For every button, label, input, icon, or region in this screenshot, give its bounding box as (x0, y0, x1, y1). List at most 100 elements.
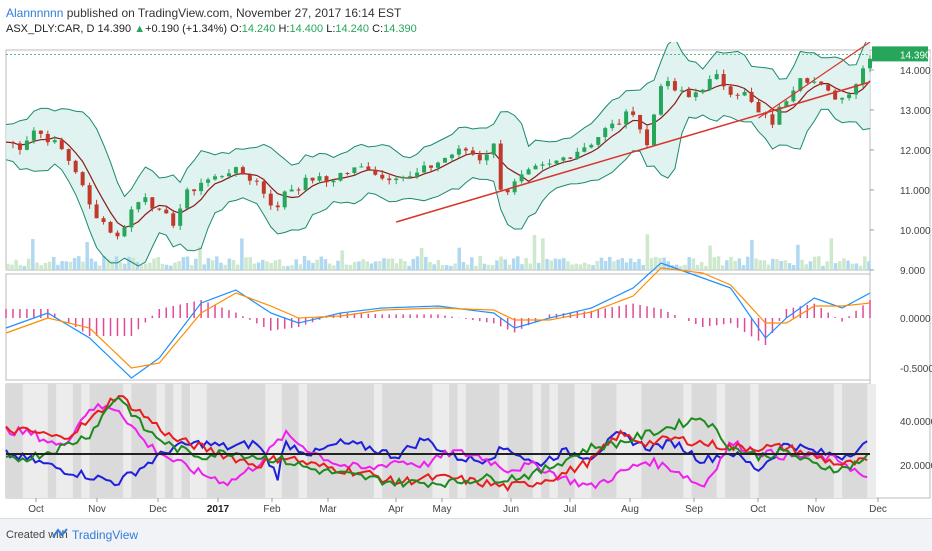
dmi-shading-bar (800, 384, 810, 498)
volume-bar (825, 261, 829, 270)
candle-body (645, 129, 650, 146)
candle-body (38, 130, 43, 134)
dmi-shading-bar (641, 384, 651, 498)
candle-body (575, 151, 580, 159)
volume-bar (750, 239, 754, 270)
dmi-shading-bar (867, 384, 877, 498)
up-arrow-icon: ▲ (134, 23, 146, 35)
volume-bar (294, 259, 298, 270)
volume-bar (315, 259, 319, 270)
candle-body (247, 174, 252, 181)
volume-bar (56, 264, 60, 270)
volume-bar (390, 258, 395, 270)
volume-bar (641, 265, 645, 270)
volume-bar (541, 238, 545, 270)
volume-bar (808, 261, 813, 270)
candle-body (73, 160, 78, 173)
candle-body (192, 189, 197, 192)
volume-bar (340, 250, 344, 270)
volume-bar (704, 265, 708, 270)
candle-body (213, 176, 218, 180)
candle-body (108, 222, 113, 233)
candle-body (826, 84, 831, 91)
candle-body (491, 143, 496, 155)
candle-body (171, 213, 176, 226)
time-tick-label: 2017 (207, 504, 230, 515)
tradingview-brand[interactable]: TradingView (72, 528, 139, 542)
time-tick-label: Jul (564, 504, 577, 515)
volume-bar (683, 264, 687, 270)
candle-body (233, 167, 238, 174)
dmi-shading-bar (256, 384, 266, 498)
volume-bar (628, 258, 633, 270)
volume-bar (478, 256, 482, 270)
volume-bar (202, 264, 206, 270)
volume-bar (503, 259, 507, 270)
symbol-label[interactable]: ASX_DLY:CAR, D (6, 23, 95, 35)
dmi-shading-bar (758, 384, 768, 498)
dmi-shading-bar (22, 384, 32, 498)
dmi-shading-bar (97, 384, 107, 498)
volume-bar (252, 263, 257, 270)
candle-body (331, 180, 336, 183)
volume-bar (633, 262, 637, 270)
candle-body (366, 166, 371, 170)
dmi-shading-bar (524, 384, 534, 498)
candle-body (547, 163, 552, 165)
volume-bar (169, 265, 173, 270)
dmi-shading-bar (148, 384, 158, 498)
ohlc-legend: ASX_DLY:CAR, D 14.390 ▲+0.190 (+1.34%) O… (6, 23, 417, 35)
price-change: +0.190 (+1.34%) (145, 23, 228, 35)
volume-bar (143, 263, 148, 270)
candle-body (784, 101, 789, 107)
candle-body (854, 84, 859, 95)
volume-bar (127, 256, 131, 270)
last-price: 14.390 (97, 23, 132, 35)
volume-bar (528, 263, 533, 270)
volume-bar (403, 261, 407, 270)
volume-bar (6, 263, 10, 270)
volume-bar (846, 260, 850, 270)
volume-bar (608, 256, 612, 270)
dmi-shading-bar (6, 384, 15, 498)
volume-bar (361, 259, 365, 270)
candle-body (554, 160, 559, 164)
volume-bar (687, 256, 691, 270)
volume-bar (31, 239, 35, 270)
candle-body (735, 94, 740, 96)
candle-body (749, 91, 754, 103)
volume-bar (453, 263, 457, 270)
volume-bar (35, 262, 39, 270)
dmi-shading-bar (123, 384, 132, 498)
high-label: H: (278, 23, 290, 35)
volume-bar (804, 264, 809, 270)
author-link[interactable]: Alannnnnn (6, 6, 64, 20)
dmi-shading-bar (457, 384, 467, 498)
volume-bar (206, 258, 211, 270)
publish-line: Alannnnnn published on TradingView.com, … (6, 6, 401, 20)
dmi-shading-bar (499, 384, 509, 498)
dmi-shading-bar (390, 384, 400, 498)
volume-bar (499, 256, 503, 270)
chart-header: Alannnnnn published on TradingView.com, … (0, 0, 932, 40)
dmi-shading-bar (741, 384, 751, 498)
volume-bar (863, 256, 867, 270)
volume-bar (307, 260, 311, 270)
candle-body (686, 90, 691, 98)
dmi-shading-bar (415, 384, 425, 498)
candle-body (129, 209, 134, 228)
volume-bar (22, 265, 27, 270)
volume-bar (394, 263, 399, 270)
volume-bar (432, 264, 436, 270)
dmi-shading-bar (825, 384, 835, 498)
dmi-shading-bar (725, 384, 734, 498)
high-value: 14.400 (289, 23, 324, 35)
volume-bar (474, 265, 478, 270)
candle-body (178, 208, 183, 226)
volume-bar (18, 264, 23, 270)
volume-bar (123, 263, 127, 270)
close-label: C: (372, 23, 384, 35)
candle-body (700, 89, 705, 93)
chart-canvas[interactable]: 14.000 13.000 12.000 11.000 10.000 9.000 14.39… (0, 42, 932, 518)
volume-bar (411, 258, 416, 270)
